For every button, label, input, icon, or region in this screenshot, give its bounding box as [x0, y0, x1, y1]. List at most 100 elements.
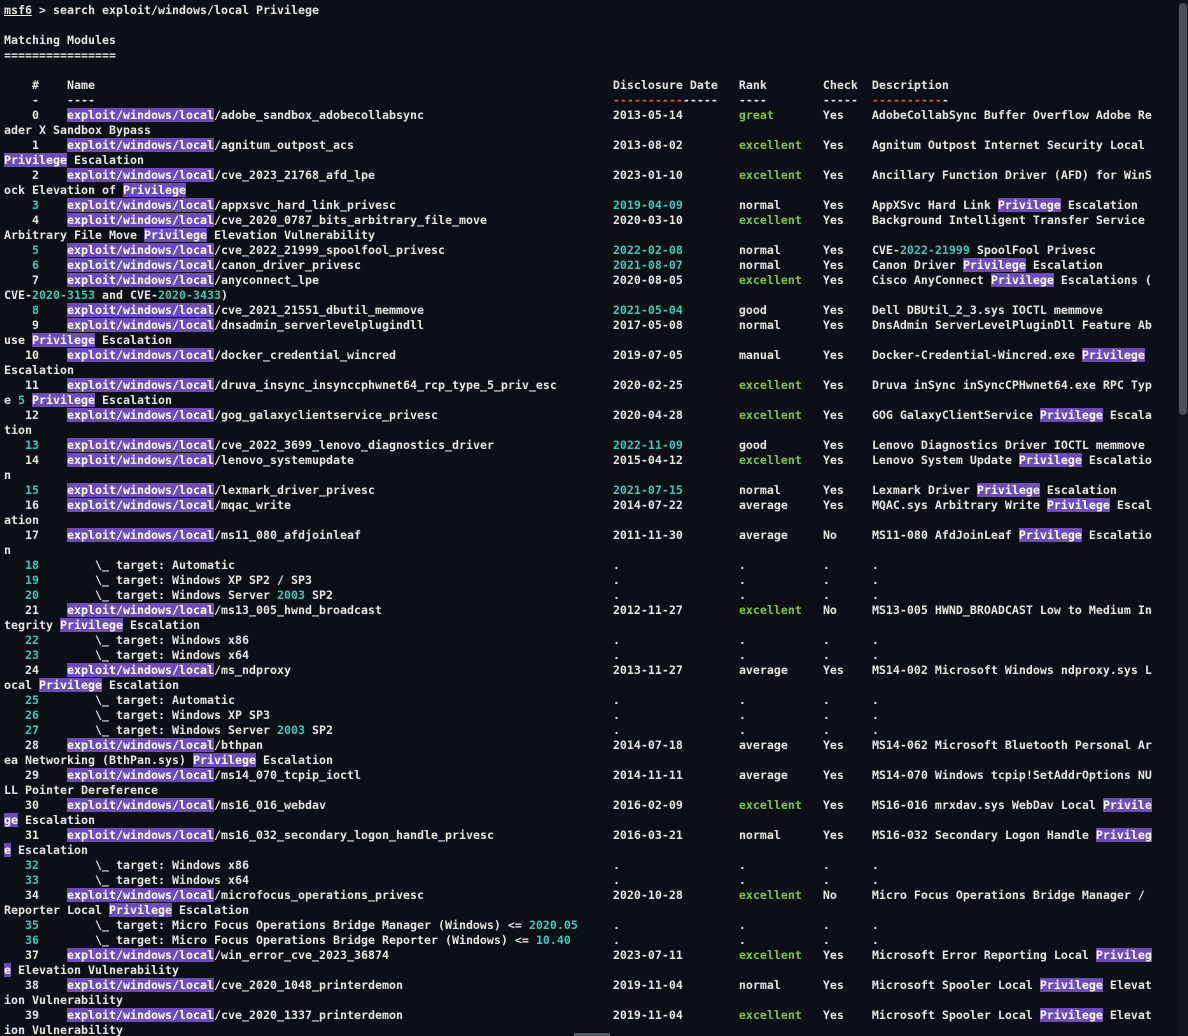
- description-wrap: tion: [4, 423, 32, 437]
- rank: excellent: [738, 273, 802, 287]
- description-highlight: Privilege: [39, 678, 102, 692]
- check: Yes: [822, 948, 844, 962]
- row-index: 31: [25, 828, 39, 842]
- description-wrap: Elevation Vulnerability: [11, 963, 179, 977]
- empty-cell: .: [612, 918, 620, 932]
- empty-cell: .: [871, 693, 879, 707]
- module-path-highlight: exploit/windows/local: [67, 378, 214, 392]
- module-row: 28 exploit/windows/local/bthpan 2014-07-…: [4, 738, 1188, 753]
- disclosure-date: 2019-04-09: [612, 198, 683, 212]
- module-row: 3 exploit/windows/local/appxsvc_hard_lin…: [4, 198, 1188, 213]
- description-wrap: Escalation: [18, 813, 95, 827]
- description: Escalations (: [1053, 273, 1152, 287]
- empty-cell: .: [822, 693, 830, 707]
- empty-cell: .: [822, 573, 830, 587]
- description: Lenovo System Update: [871, 453, 1019, 467]
- description-wrap: Reporter Local: [4, 903, 109, 917]
- disclosure-date: 2020-02-25: [612, 378, 683, 392]
- column-underline: -----: [682, 93, 718, 107]
- module-path: /gog_galaxyclientservice_privesc: [213, 408, 438, 422]
- row-index: 10: [25, 348, 39, 362]
- description-wrap: ader X Sandbox Bypass: [4, 123, 151, 137]
- description: MS11-080 AfdJoinLeaf: [871, 528, 1019, 542]
- wrap-line: ock Elevation of Privilege: [4, 183, 1188, 198]
- column-underline: -: [941, 93, 949, 107]
- description-highlight: Privilege: [32, 333, 95, 347]
- rank: good: [738, 438, 767, 452]
- row-index: 2: [32, 168, 39, 182]
- description-wrap: 2020-3433: [158, 288, 221, 302]
- description: DnsAdmin ServerLevelPluginDll Feature Ab: [871, 318, 1152, 332]
- empty-cell: .: [871, 558, 879, 572]
- description-wrap: use: [4, 333, 32, 347]
- description: Escalatio: [1081, 528, 1152, 542]
- row-index: 5: [32, 243, 39, 257]
- wrap-line: Escalation: [4, 363, 1188, 378]
- module-row: 24 exploit/windows/local/ms_ndproxy 2013…: [4, 663, 1188, 678]
- module-row: 9 exploit/windows/local/dnsadmin_serverl…: [4, 318, 1188, 333]
- row-index: 37: [25, 948, 39, 962]
- row-index: 25: [25, 693, 39, 707]
- target-label: \_ target: Windows Server: [95, 588, 277, 602]
- target-label: \_ target: Windows XP SP2 / SP3: [95, 573, 312, 587]
- wrap-line: use Privilege Escalation: [4, 333, 1188, 348]
- module-path-highlight: exploit/windows/local: [67, 273, 214, 287]
- disclosure-date: 2012-11-27: [612, 603, 683, 617]
- module-path: /win_error_cve_2023_36874: [213, 948, 389, 962]
- vertical-scrollbar-thumb[interactable]: [1179, 3, 1187, 415]
- description-highlight: Privilege: [1039, 1008, 1103, 1022]
- row-index: 20: [25, 588, 39, 602]
- target-label: \_ target: Micro Focus Operations Bridge…: [95, 918, 529, 932]
- empty-cell: .: [871, 873, 879, 887]
- module-path: /canon_driver_privesc: [213, 258, 361, 272]
- horizontal-scrollbar-thumb[interactable]: [574, 1033, 610, 1036]
- row-index: 23: [25, 648, 39, 662]
- module-path-highlight: exploit/windows/local: [67, 108, 214, 122]
- description-wrap: 2020-3153: [32, 288, 95, 302]
- empty-cell: .: [612, 933, 620, 947]
- description-wrap: ion Vulnerability: [4, 1023, 123, 1036]
- description: Escalation: [1060, 198, 1138, 212]
- check: Yes: [822, 168, 844, 182]
- empty-cell: .: [871, 633, 879, 647]
- module-path: /bthpan: [213, 738, 263, 752]
- description-highlight: e: [4, 963, 11, 977]
- disclosure-date: 2016-02-09: [612, 798, 683, 812]
- disclosure-date: 2014-07-22: [612, 498, 683, 512]
- description-highlight: Privilege: [976, 483, 1040, 497]
- module-path-highlight: exploit/windows/local: [67, 663, 214, 677]
- disclosure-date: 2019-11-04: [612, 1008, 683, 1022]
- rank: excellent: [738, 408, 802, 422]
- column-underline: -----: [822, 93, 858, 107]
- description-wrap: Escalation: [11, 843, 88, 857]
- rank: excellent: [738, 888, 802, 902]
- empty-cell: .: [612, 873, 620, 887]
- target-row: 35 \_ target: Micro Focus Operations Bri…: [4, 918, 1188, 933]
- module-path: /cve_2022_21999_spoolfool_privesc: [213, 243, 445, 257]
- target-row: 18 \_ target: Automatic . . . .: [4, 558, 1188, 573]
- empty-cell: .: [612, 708, 620, 722]
- module-path: /mqac_write: [213, 498, 291, 512]
- row-index: 1: [32, 138, 39, 152]
- module-path: /cve_2023_21768_afd_lpe: [213, 168, 375, 182]
- description-wrap: Escalation: [95, 333, 172, 347]
- target-label: \_ target: Windows x86: [95, 633, 249, 647]
- row-index: 12: [25, 408, 39, 422]
- module-path: /lexmark_driver_privesc: [213, 483, 375, 497]
- target-label: \_ target: Windows XP SP3: [95, 708, 270, 722]
- target-row: 19 \_ target: Windows XP SP2 / SP3 . . .…: [4, 573, 1188, 588]
- row-index: 29: [25, 768, 39, 782]
- module-path: /cve_2022_3699_lenovo_diagnostics_driver: [213, 438, 494, 452]
- wrap-line: Reporter Local Privilege Escalation: [4, 903, 1188, 918]
- module-path-highlight: exploit/windows/local: [67, 168, 214, 182]
- disclosure-date: 2017-05-08: [612, 318, 683, 332]
- empty-cell: .: [738, 933, 746, 947]
- description: AdobeCollabSync Buffer Overflow Adobe Re: [871, 108, 1152, 122]
- module-path: /microfocus_operations_privesc: [213, 888, 424, 902]
- wrap-line: n: [4, 468, 1188, 483]
- description-highlight: Privilege: [122, 183, 186, 197]
- wrap-line: ge Escalation: [4, 813, 1188, 828]
- module-path-highlight: exploit/windows/local: [67, 408, 214, 422]
- description: MQAC.sys Arbitrary Write: [871, 498, 1047, 512]
- vertical-scrollbar[interactable]: [1178, 0, 1188, 1036]
